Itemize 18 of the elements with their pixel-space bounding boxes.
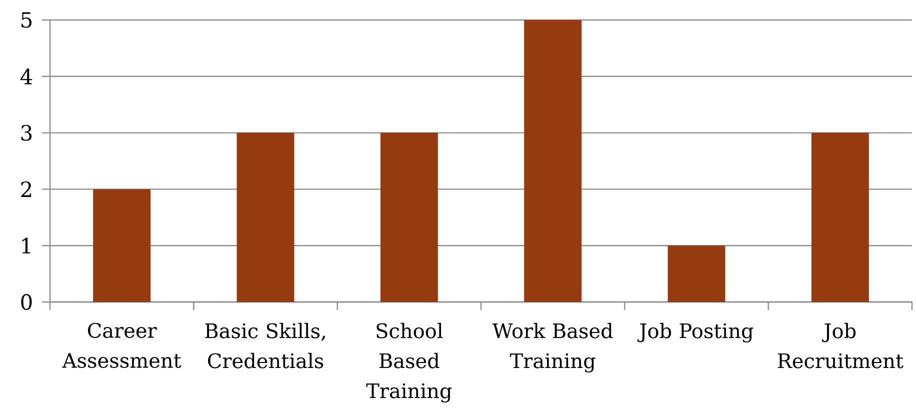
x-tick-label: Basic Skills, Credentials [205,322,325,368]
x-tick-label: Work Based Training [492,322,613,372]
y-tick-label: 5 [22,12,32,28]
y-tick-label: 2 [21,181,32,197]
x-tick-label: Career Assessment [62,322,182,368]
bar [236,132,294,302]
bar [811,132,869,302]
bar [93,189,151,302]
y-tick-label: 1 [22,238,30,254]
y-tick-label: 0 [21,294,32,310]
y-tick-label: 3 [21,124,32,141]
y-tick-label: 4 [20,68,32,84]
x-tick-label: School Based Training [366,322,452,402]
bar [524,20,582,302]
bar [668,246,726,302]
x-tick-label: Job Recruitment [778,322,904,368]
x-tick-label: Job Posting [638,322,754,342]
bar [380,132,438,302]
